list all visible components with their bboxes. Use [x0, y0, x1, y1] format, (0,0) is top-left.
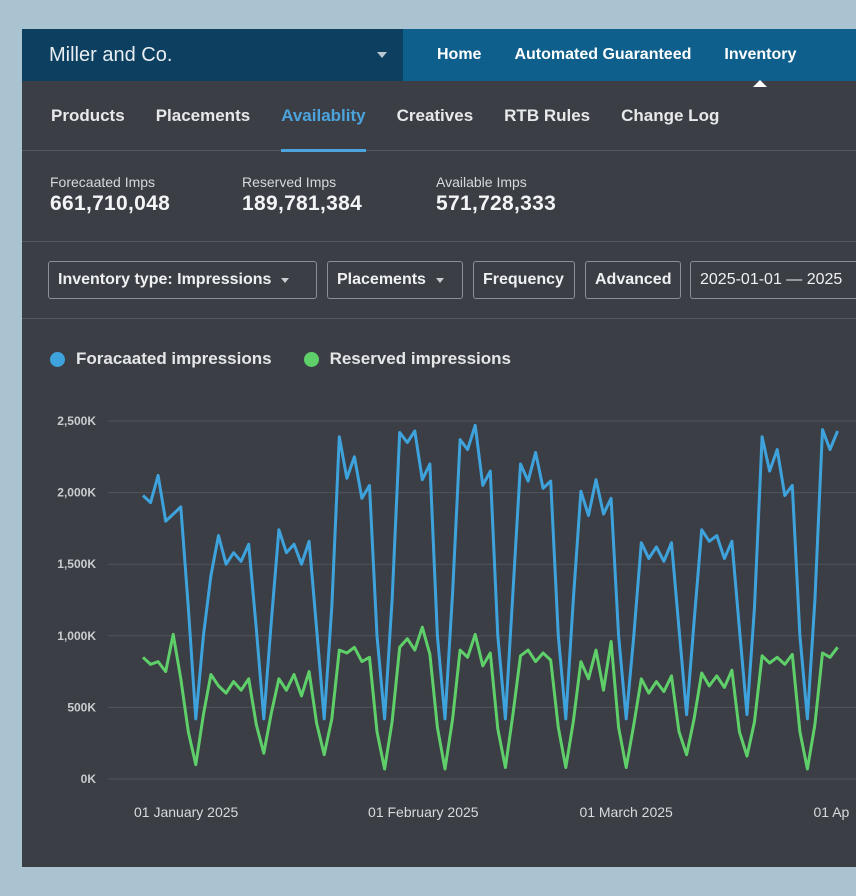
chevron-down-icon	[377, 52, 387, 58]
stat-value: 189,781,384	[242, 192, 363, 215]
y-axis-ticks: 2,500K 2,000K 1,500K 1,000K 500K 0K	[57, 414, 96, 786]
legend-dot-reserved	[303, 351, 319, 367]
account-name: Miller and Co.	[49, 43, 173, 66]
y-tick-label: 500K	[67, 700, 96, 714]
stat-reserved: Reserved Imps 189,781,384	[242, 174, 362, 216]
nav-inventory[interactable]: Inventory	[724, 46, 797, 87]
chart-series	[141, 423, 839, 771]
frequency-button[interactable]: Frequency	[473, 261, 575, 299]
inventory-type-dropdown[interactable]: Inventory type: Impressions	[48, 261, 317, 299]
stat-value: 571,728,333	[436, 192, 557, 215]
top-bar: Miller and Co. Home Automated Guaranteed…	[22, 29, 856, 87]
series-line-forecast	[141, 423, 839, 721]
stat-label: Reserved Imps	[242, 174, 337, 190]
date-range-picker[interactable]: 2025-01-01 — 2025	[690, 261, 856, 299]
stat-forecasted: Forecaated Imps 661,710,048	[50, 174, 170, 216]
inventory-type-label: Inventory type: Impressions	[58, 271, 272, 288]
top-nav: Home Automated Guaranteed Inventory	[403, 29, 797, 87]
legend-label-reserved: Reserved impressions	[329, 349, 511, 368]
tab-rtb-rules[interactable]: RTB Rules	[504, 105, 591, 125]
x-tick-label: 01 March 2025	[579, 804, 673, 820]
account-selector[interactable]: Miller and Co.	[22, 29, 403, 81]
impressions-chart: 2,500K 2,000K 1,500K 1,000K 500K 0K 01 Januar…	[57, 414, 856, 820]
tab-placements[interactable]: Placements	[155, 105, 251, 125]
legend-item-reserved[interactable]: Reserved impressions	[303, 349, 511, 369]
stat-available: Available Imps 571,728,333	[436, 174, 556, 216]
y-tick-label: 2,000K	[57, 486, 96, 500]
advanced-label: Advanced	[595, 271, 672, 288]
x-tick-label: 01 February 2025	[368, 804, 479, 820]
tab-availability[interactable]: Availablity	[281, 81, 367, 152]
tab-creatives[interactable]: Creatives	[396, 105, 474, 125]
app-window: Miller and Co. Home Automated Guaranteed…	[22, 29, 856, 867]
y-tick-label: 1,500K	[57, 557, 96, 571]
chevron-down-icon	[435, 277, 444, 283]
advanced-button[interactable]: Advanced	[585, 261, 681, 299]
legend-dot-forecast	[50, 351, 65, 367]
y-tick-label: 1,000K	[57, 629, 96, 643]
stat-label: Forecaated Imps	[50, 174, 156, 190]
x-tick-label: 01 Ap	[814, 804, 850, 820]
stat-value: 661,710,048	[50, 192, 171, 215]
x-tick-label: 01 January 2025	[134, 804, 239, 820]
tab-products[interactable]: Products	[51, 105, 125, 125]
stats-bar: Forecaated Imps 661,710,048 Reserved Imp…	[22, 152, 856, 242]
y-tick-label: 2,500K	[57, 414, 96, 428]
frequency-label: Frequency	[483, 271, 564, 288]
filter-bar: Inventory type: Impressions Placements F…	[22, 243, 856, 319]
chart-gridlines	[108, 420, 856, 780]
date-range-text: 2025-01-01 — 2025	[700, 271, 843, 288]
chevron-down-icon	[281, 277, 290, 283]
placements-dropdown[interactable]: Placements	[327, 261, 463, 299]
chart-legend: Foracaated impressions Reserved impressi…	[50, 349, 543, 369]
nav-home[interactable]: Home	[437, 46, 482, 63]
sub-nav: Products Placements Availablity Creative…	[22, 81, 856, 152]
placements-label: Placements	[337, 271, 426, 288]
series-line-reserved	[141, 625, 839, 771]
legend-item-forecast[interactable]: Foracaated impressions	[50, 349, 272, 369]
x-axis-ticks: 01 January 2025 01 February 2025 01 March …	[134, 804, 850, 820]
nav-automated-guaranteed[interactable]: Automated Guaranteed	[514, 46, 692, 63]
legend-label-forecast: Foracaated impressions	[76, 349, 272, 368]
tab-change-log[interactable]: Change Log	[621, 105, 720, 125]
y-tick-label: 0K	[81, 772, 97, 786]
stat-label: Available Imps	[436, 174, 527, 190]
